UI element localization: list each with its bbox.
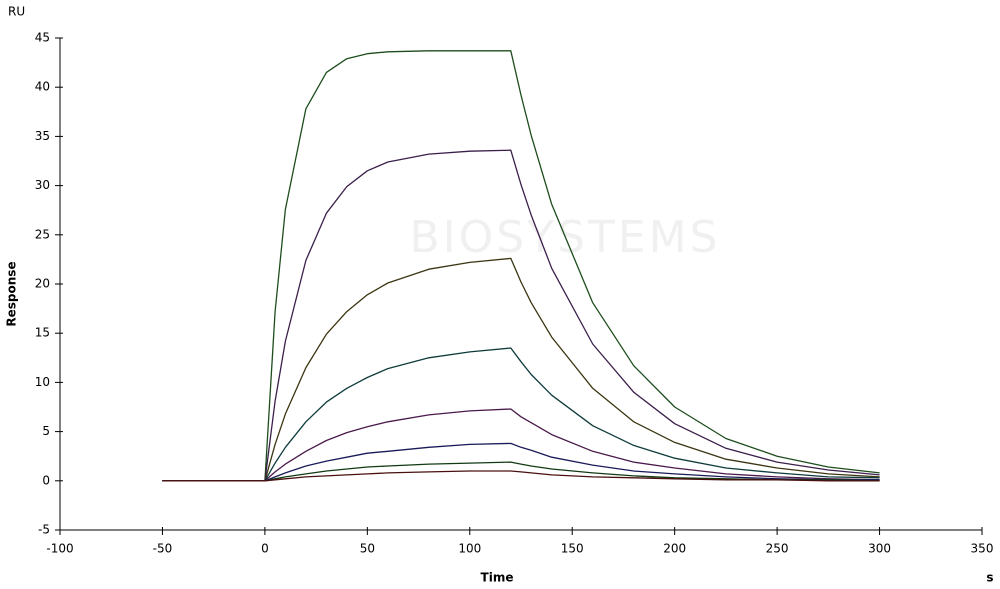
sensorgram-line xyxy=(162,257,880,482)
x-tick-label: 0 xyxy=(261,542,269,556)
y-tick-label: 35 xyxy=(35,129,50,143)
y-tick-label: 15 xyxy=(35,326,50,340)
y-tick-label: 45 xyxy=(35,31,50,45)
y-tick-label: 30 xyxy=(35,178,50,192)
y-unit: RU xyxy=(8,5,25,19)
x-tick-label: 350 xyxy=(971,542,994,556)
y-tick-label: 0 xyxy=(42,473,50,487)
x-tick-label: 300 xyxy=(868,542,891,556)
sensorgram-line xyxy=(162,149,880,482)
y-axis-label: Response xyxy=(5,261,19,326)
x-unit: s xyxy=(986,571,993,585)
x-tick-label: 50 xyxy=(360,542,375,556)
sensorgram-line xyxy=(162,442,880,482)
x-tick-label: 250 xyxy=(766,542,789,556)
y-tick-label: 5 xyxy=(42,424,50,438)
y-tick-label: 20 xyxy=(35,277,50,291)
sensorgram-line xyxy=(162,470,880,482)
y-tick-label: 40 xyxy=(35,80,50,94)
x-tick-label: -100 xyxy=(46,542,73,556)
sensorgram-line xyxy=(162,50,880,482)
y-tick-label: 25 xyxy=(35,227,50,241)
x-tick-label: 200 xyxy=(663,542,686,556)
sensorgram-line xyxy=(162,408,880,482)
x-tick-label: 100 xyxy=(458,542,481,556)
x-tick-label: 150 xyxy=(561,542,584,556)
y-tick-label: 10 xyxy=(35,375,50,389)
sensorgram-line xyxy=(162,461,880,482)
sensorgram-line xyxy=(162,347,880,482)
watermark: BIOSYSTEMS xyxy=(409,212,720,263)
x-axis-label: Time xyxy=(481,571,514,585)
x-tick-label: -50 xyxy=(153,542,173,556)
y-tick-label: -5 xyxy=(38,523,50,537)
